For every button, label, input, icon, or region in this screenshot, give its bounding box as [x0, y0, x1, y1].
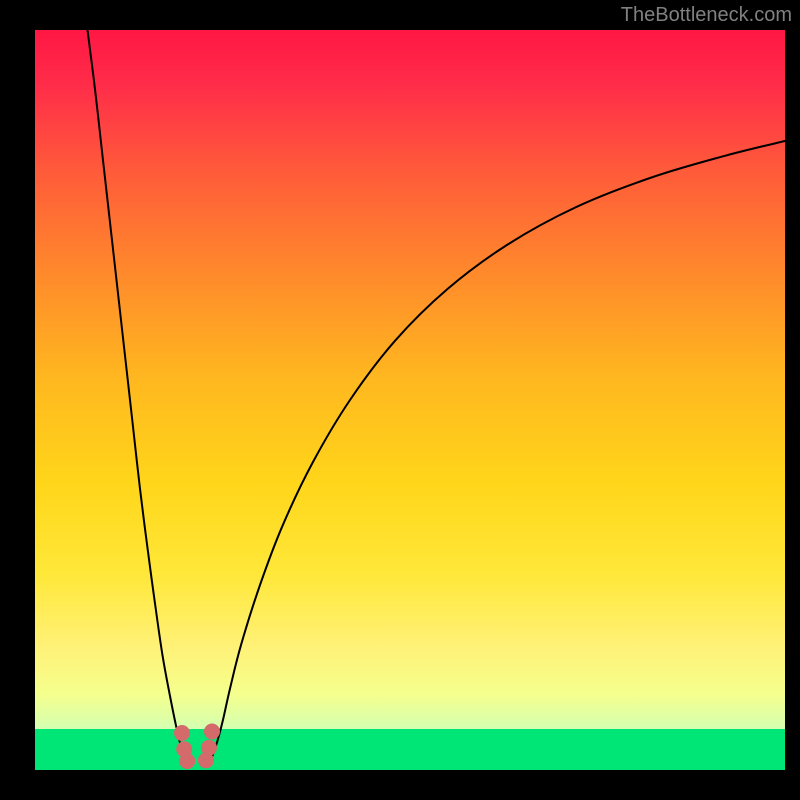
chart-container: TheBottleneck.com: [0, 0, 800, 800]
data-marker: [204, 724, 220, 740]
curve-right: [211, 141, 785, 759]
watermark-text: TheBottleneck.com: [621, 4, 792, 27]
data-marker: [201, 740, 217, 756]
curve-left: [88, 30, 186, 759]
data-marker: [174, 725, 190, 741]
plot-area: [35, 30, 785, 770]
data-marker: [179, 753, 195, 769]
curve-layer: [35, 30, 785, 770]
